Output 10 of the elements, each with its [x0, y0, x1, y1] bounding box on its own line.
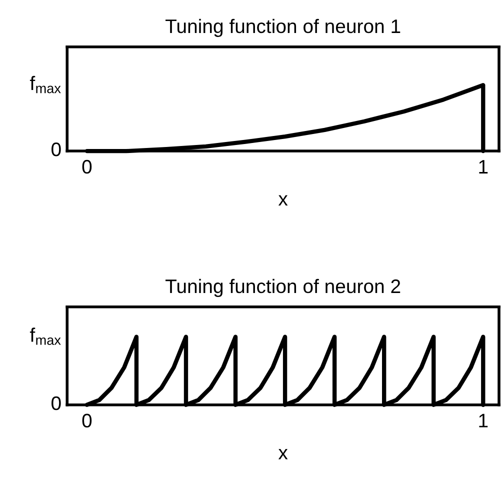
text: 0 [52, 142, 61, 156]
text: f$_{max}$ [30, 76, 61, 94]
x-tick-label: 1 [479, 160, 488, 174]
x-axis-title: x [278, 195, 288, 206]
x-axis-title: x [278, 449, 288, 460]
chart-title: Tuning function of neuron 1 [166, 18, 400, 37]
chart-title: Tuning function of neuron 2 [166, 278, 400, 298]
text: 0 [52, 396, 61, 410]
text: f$_{max}$ [30, 328, 61, 345]
x-tick-label: 1 [479, 414, 488, 428]
